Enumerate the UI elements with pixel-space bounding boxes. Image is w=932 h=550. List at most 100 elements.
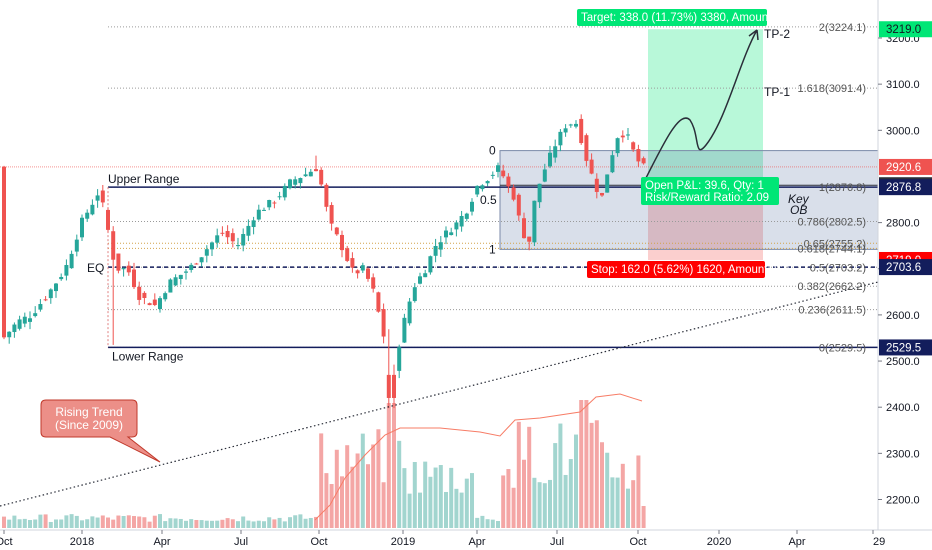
volume-bar	[111, 519, 116, 528]
candle	[132, 262, 136, 290]
volume-bar	[568, 459, 573, 528]
candle	[319, 167, 324, 187]
rising-trend-line	[0, 281, 879, 507]
candle	[7, 331, 12, 344]
projection-arrowhead	[748, 29, 759, 41]
candle	[620, 130, 625, 143]
volume-bar	[43, 514, 48, 528]
volume-bar	[584, 400, 589, 528]
volume-bar	[121, 515, 126, 528]
candle	[516, 193, 521, 221]
price-tag: 2920.6	[879, 158, 932, 175]
volume-bar	[262, 521, 266, 528]
candle	[111, 226, 116, 345]
level-lines	[0, 26, 878, 349]
candle	[210, 241, 214, 256]
lower-range-label: Lower Range	[112, 349, 184, 363]
volume-bar	[553, 443, 558, 528]
x-tick-label: Jul	[234, 536, 248, 548]
volume-bar	[100, 515, 105, 528]
volume-bar	[636, 455, 641, 528]
candle	[553, 139, 558, 163]
candle	[418, 272, 422, 285]
volume-bar	[506, 469, 511, 528]
volume-bar	[308, 517, 313, 528]
candle	[215, 228, 220, 248]
y-tick-label: 2200.0	[886, 495, 920, 507]
x-tick-label: 2018	[70, 536, 94, 548]
x-tick-label: Apr	[788, 536, 805, 548]
candle	[334, 226, 339, 236]
price-axis[interactable]: 2200.02300.02400.02500.02600.02700.02800…	[878, 21, 932, 507]
volume-bar	[376, 429, 381, 528]
candle	[381, 303, 386, 344]
candle	[288, 178, 292, 190]
volume-bar	[626, 488, 630, 528]
candle	[220, 226, 225, 237]
candle	[490, 171, 495, 180]
volume-bar	[511, 487, 516, 528]
svg-text:(Since 2009): (Since 2009)	[55, 418, 123, 432]
candle	[626, 127, 630, 140]
volume-bar	[412, 462, 417, 528]
y-tick-label: 3000.0	[886, 125, 920, 137]
candle	[28, 311, 32, 330]
volume-bars	[2, 393, 646, 528]
candle	[54, 282, 58, 298]
tp1-label: TP-1	[764, 85, 790, 99]
volume-bar	[594, 420, 599, 528]
candle	[43, 296, 48, 302]
volume-bar	[267, 517, 272, 528]
volume-bar	[319, 433, 324, 528]
candle	[204, 245, 209, 263]
candle	[267, 199, 272, 211]
candle	[329, 202, 334, 231]
svg-text:Open P&L: 39.6, Qty: 1: Open P&L: 39.6, Qty: 1	[645, 180, 764, 192]
svg-text:3219.0: 3219.0	[886, 24, 921, 36]
box-ratio-1: 1	[489, 242, 496, 256]
svg-text:2529.5: 2529.5	[886, 342, 921, 354]
target-tag[interactable]: Target: 338.0 (11.73%) 3380, Amount: 133…	[577, 9, 803, 26]
candle	[152, 293, 157, 307]
tp2-label: TP-2	[764, 27, 790, 41]
candle	[95, 189, 100, 208]
price-tag: 2876.8	[879, 179, 932, 196]
candle	[64, 259, 69, 281]
stop-tag[interactable]: Stop: 162.0 (5.62%) 1620, Amount: 838	[587, 261, 793, 278]
volume-bar	[158, 514, 162, 528]
candle	[480, 184, 485, 192]
volume-bar	[444, 491, 448, 528]
volume-bar	[345, 445, 350, 528]
volume-bar	[184, 520, 188, 528]
volume-bar	[355, 453, 360, 528]
candle	[298, 177, 303, 189]
volume-bar	[496, 521, 500, 528]
candle	[579, 114, 584, 145]
candle	[90, 199, 95, 216]
volume-bar	[2, 516, 6, 528]
volume-bar	[402, 468, 407, 528]
volume-bar	[475, 517, 480, 528]
volume-bar	[272, 519, 277, 528]
volume-bar	[516, 421, 521, 528]
fib-label: 1(2876.8)	[819, 182, 866, 194]
volume-bar	[334, 449, 339, 528]
candle	[407, 297, 412, 326]
candle	[137, 281, 142, 306]
drawings	[0, 29, 879, 507]
volume-bar	[423, 461, 428, 528]
candle	[246, 219, 251, 242]
volume-bar	[142, 517, 147, 528]
volume-bar	[641, 506, 646, 528]
candle	[574, 120, 578, 129]
volume-bar	[282, 521, 287, 528]
candle	[631, 141, 636, 152]
volume-bar	[366, 464, 370, 528]
volume-bar	[433, 467, 438, 528]
candle	[241, 228, 246, 252]
time-axis[interactable]: Oct 2018 Apr Jul Oct 2019 Apr Jul Oct 2020 Apr 29	[0, 530, 885, 548]
volume-bar	[48, 521, 53, 528]
volume-bar	[386, 403, 391, 528]
